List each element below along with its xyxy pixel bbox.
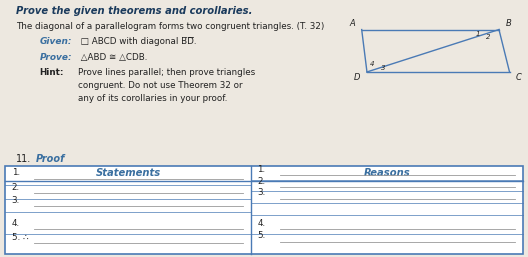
Text: Reasons: Reasons xyxy=(363,168,410,178)
Text: 1.: 1. xyxy=(12,168,20,177)
Text: 3.: 3. xyxy=(257,188,266,197)
Text: 1: 1 xyxy=(476,31,480,37)
Text: Given:: Given: xyxy=(40,37,72,46)
Text: D: D xyxy=(354,73,361,82)
Text: Prove lines parallel; then prove triangles: Prove lines parallel; then prove triangl… xyxy=(78,68,256,77)
Text: Statements: Statements xyxy=(96,168,161,178)
Text: △ABD ≅ △CDB.: △ABD ≅ △CDB. xyxy=(78,53,147,62)
Text: 4.: 4. xyxy=(257,219,265,228)
Text: 4.: 4. xyxy=(12,219,20,228)
Text: □ ABCD with diagonal B̅D̅.: □ ABCD with diagonal B̅D̅. xyxy=(78,37,196,46)
Text: Hint:: Hint: xyxy=(40,68,64,77)
Text: 3: 3 xyxy=(381,65,385,71)
Text: 5.: 5. xyxy=(257,231,266,240)
Text: B: B xyxy=(506,19,511,29)
Text: 11.: 11. xyxy=(16,154,31,164)
Text: congruent. Do not use Theorem 32 or: congruent. Do not use Theorem 32 or xyxy=(78,81,243,90)
Text: A: A xyxy=(350,19,355,29)
Text: 4: 4 xyxy=(370,61,374,67)
Text: 2.: 2. xyxy=(257,177,265,186)
Text: 3.: 3. xyxy=(12,196,20,205)
Text: Prove the given theorems and corollaries.: Prove the given theorems and corollaries… xyxy=(16,6,252,16)
Text: any of its corollaries in your proof.: any of its corollaries in your proof. xyxy=(78,94,228,103)
Text: Proof: Proof xyxy=(36,154,65,164)
Text: 2.: 2. xyxy=(12,183,20,192)
Text: C: C xyxy=(516,73,522,82)
Text: 1.: 1. xyxy=(257,165,265,174)
Text: Prove:: Prove: xyxy=(40,53,72,62)
Text: 2: 2 xyxy=(486,34,491,40)
Bar xyxy=(5,166,523,254)
Text: 5. ∴: 5. ∴ xyxy=(12,233,28,242)
Text: The diagonal of a parallelogram forms two congruent triangles. (T. 32): The diagonal of a parallelogram forms tw… xyxy=(16,22,324,31)
